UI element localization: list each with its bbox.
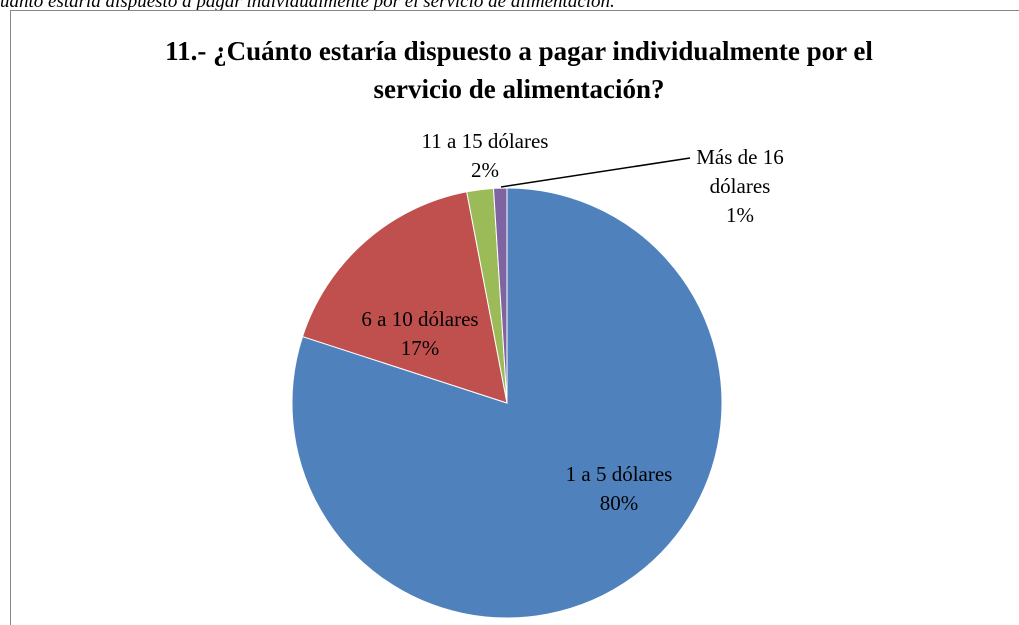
caption: uánto estaría dispuesto a pagar individu… [0,0,615,12]
slice-label: 1 a 5 dólares [565,462,673,486]
slice-value-label: 17% [400,336,440,360]
slice-label: Más de 16 dólares [696,145,784,198]
pie-slice [492,187,508,404]
slice-value-label: 80% [599,491,639,515]
leader-line [500,157,691,188]
slice-value-label: 1% [726,203,754,227]
slice-value-label: 2% [471,158,499,182]
pie-slice [301,191,508,404]
chart-title: 11.- ¿Cuánto estaría dispuesto a pagar i… [165,36,873,104]
slice-label: 11 a 15 dólares [421,129,549,153]
chart-frame [10,10,1019,625]
slice-label: 6 a 10 dólares [361,307,479,331]
